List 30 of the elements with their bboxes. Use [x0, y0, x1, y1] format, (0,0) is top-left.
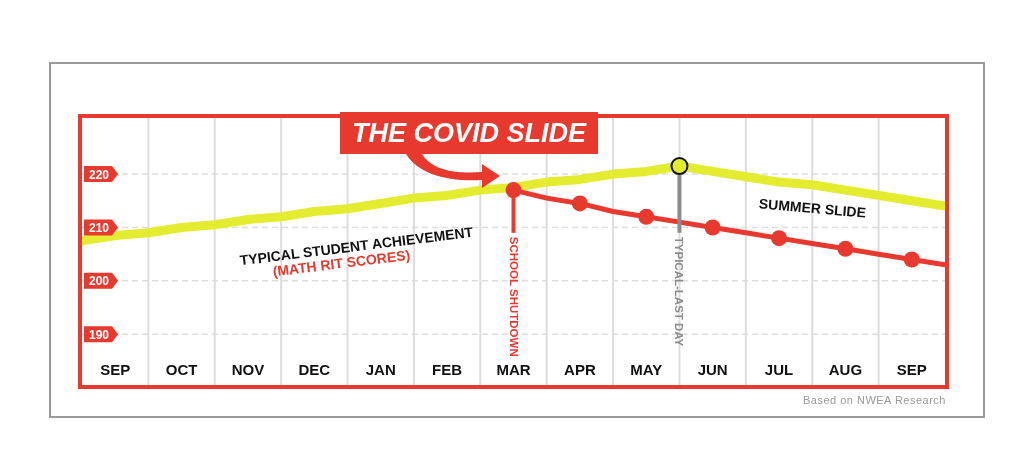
ref-line-label: SCHOOL SHUTDOWN — [507, 236, 520, 357]
x-tick-label: JAN — [365, 361, 396, 378]
point — [505, 182, 522, 199]
x-tick-label: AUG — [828, 361, 863, 378]
point — [903, 251, 920, 268]
point — [837, 240, 854, 257]
annotation: SUMMER SLIDE — [758, 195, 867, 221]
y-tick-label: 190 — [88, 327, 110, 342]
x-tick-label: SEP — [896, 361, 927, 378]
y-tick-label: 200 — [88, 274, 110, 289]
point — [571, 195, 588, 212]
point — [638, 208, 655, 225]
y-tick-label: 220 — [88, 167, 110, 182]
x-tick-label: JUN — [697, 361, 728, 378]
point — [704, 219, 721, 236]
chart-title: THE COVID SLIDE — [340, 112, 599, 154]
x-tick-label: MAR — [496, 361, 531, 378]
x-tick-label: APR — [564, 361, 596, 378]
text: Based on NWEA Research — [802, 394, 946, 406]
x-tick-label: FEB — [432, 361, 463, 378]
y-tick-label: 210 — [88, 220, 110, 235]
annotation: TYPICAL-LAST DAY — [673, 236, 686, 347]
x-tick-label: MAY — [630, 361, 663, 378]
point — [771, 230, 788, 247]
x-tick-label: JUL — [764, 361, 794, 378]
x-tick-label: SEP — [100, 361, 131, 378]
x-tick-label: NOV — [231, 361, 265, 378]
x-tick-label: DEC — [298, 361, 331, 378]
x-tick-label: OCT — [165, 361, 198, 378]
point — [670, 157, 689, 176]
